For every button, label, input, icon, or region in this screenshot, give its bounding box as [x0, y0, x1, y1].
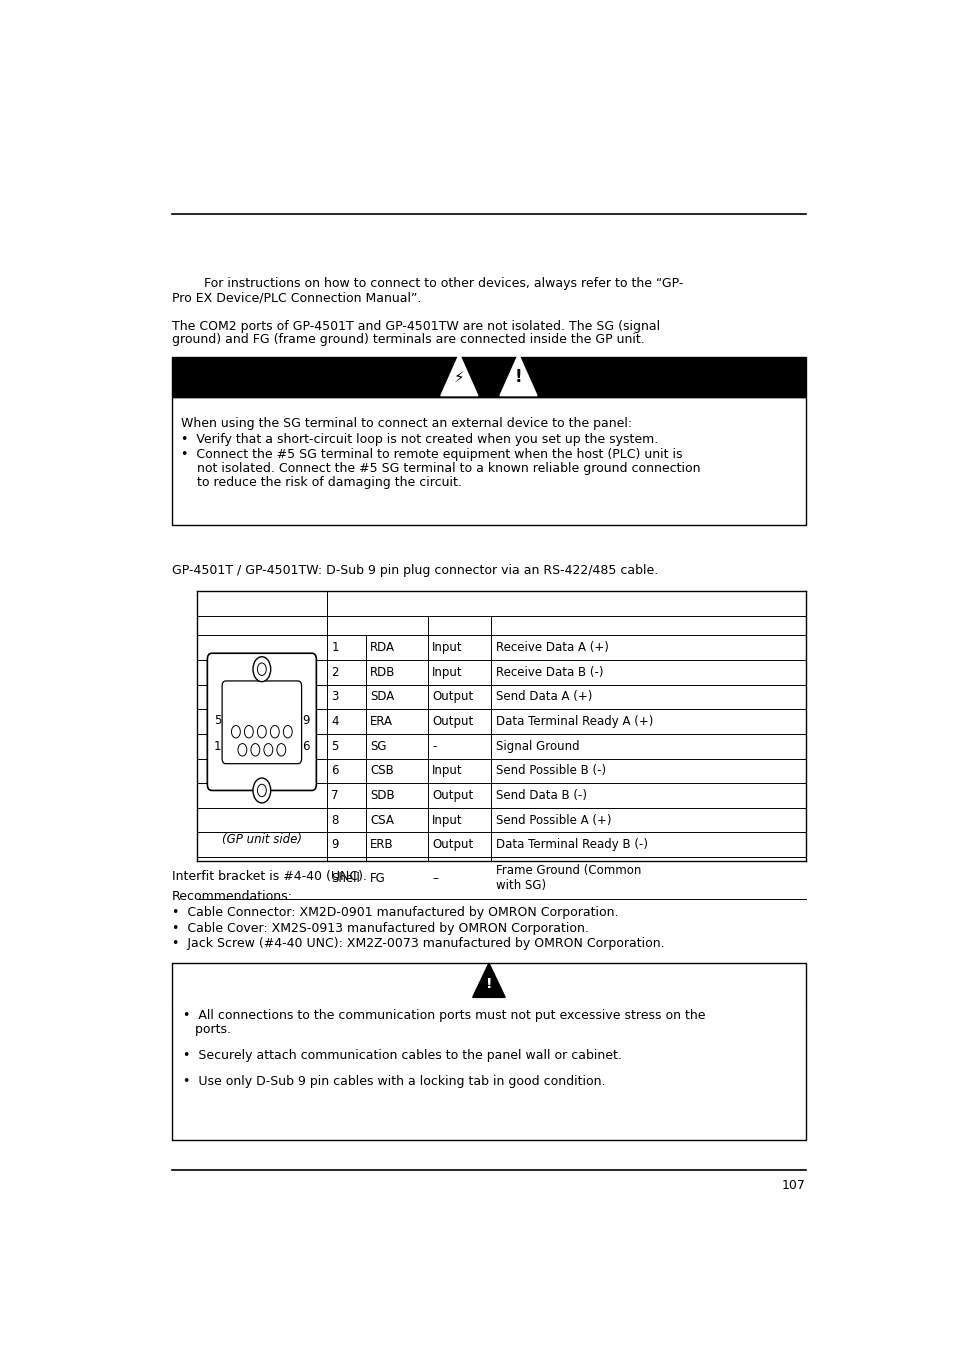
Text: ERA: ERA: [370, 714, 393, 728]
Text: RDB: RDB: [370, 666, 395, 679]
Bar: [172, 357, 805, 396]
Circle shape: [264, 744, 273, 756]
Circle shape: [253, 778, 271, 803]
FancyBboxPatch shape: [222, 681, 301, 764]
Text: Input: Input: [432, 642, 462, 654]
Text: Interfit bracket is #4-40 (UNC).: Interfit bracket is #4-40 (UNC).: [172, 871, 367, 883]
Text: •  Cable Cover: XM2S-0913 manufactured by OMRON Corporation.: • Cable Cover: XM2S-0913 manufactured by…: [172, 922, 588, 934]
Text: Output: Output: [432, 690, 473, 704]
Circle shape: [251, 744, 259, 756]
Text: The COM2 ports of GP-4501T and GP-4501TW are not isolated. The SG (signal: The COM2 ports of GP-4501T and GP-4501TW…: [172, 319, 659, 333]
Text: !: !: [515, 368, 521, 386]
FancyBboxPatch shape: [207, 654, 316, 790]
Text: 4: 4: [331, 714, 338, 728]
Text: Pro EX Device/PLC Connection Manual”.: Pro EX Device/PLC Connection Manual”.: [172, 291, 421, 305]
Text: ⚡: ⚡: [454, 369, 464, 384]
Bar: [172, 962, 805, 1139]
Bar: [172, 396, 805, 526]
Circle shape: [257, 663, 266, 675]
Text: Signal Ground: Signal Ground: [496, 740, 578, 752]
Text: GP-4501T / GP-4501TW: D-Sub 9 pin plug connector via an RS-422/485 cable.: GP-4501T / GP-4501TW: D-Sub 9 pin plug c…: [172, 565, 658, 577]
Text: 5: 5: [331, 740, 338, 752]
Text: Send Data A (+): Send Data A (+): [496, 690, 592, 704]
Text: !: !: [485, 977, 492, 991]
Text: •  Jack Screw (#4-40 UNC): XM2Z-0073 manufactured by OMRON Corporation.: • Jack Screw (#4-40 UNC): XM2Z-0073 manu…: [172, 937, 664, 950]
Text: •  All connections to the communication ports must not put excessive stress on t: • All connections to the communication p…: [183, 1010, 705, 1022]
Text: Shell: Shell: [331, 872, 360, 884]
Text: 5: 5: [213, 714, 221, 728]
Text: 1: 1: [331, 642, 338, 654]
Text: ERB: ERB: [370, 838, 394, 851]
Text: to reduce the risk of damaging the circuit.: to reduce the risk of damaging the circu…: [181, 476, 461, 489]
Text: (GP unit side): (GP unit side): [222, 833, 301, 845]
Text: Send Possible A (+): Send Possible A (+): [496, 814, 611, 826]
Text: Output: Output: [432, 714, 473, 728]
Text: –: –: [432, 872, 437, 884]
Text: 107: 107: [781, 1180, 805, 1193]
Text: Recommendations:: Recommendations:: [172, 890, 293, 903]
Text: 6: 6: [331, 764, 338, 778]
Text: not isolated. Connect the #5 SG terminal to a known reliable ground connection: not isolated. Connect the #5 SG terminal…: [181, 462, 700, 474]
Text: SDB: SDB: [370, 789, 395, 802]
Text: Input: Input: [432, 814, 462, 826]
Text: When using the SG terminal to connect an external device to the panel:: When using the SG terminal to connect an…: [181, 418, 631, 430]
Polygon shape: [499, 355, 537, 396]
Circle shape: [253, 656, 271, 682]
Text: •  Use only D-Sub 9 pin cables with a locking tab in good condition.: • Use only D-Sub 9 pin cables with a loc…: [183, 1074, 605, 1088]
Text: •  Securely attach communication cables to the panel wall or cabinet.: • Securely attach communication cables t…: [183, 1049, 621, 1062]
Circle shape: [257, 785, 266, 797]
Text: •  Cable Connector: XM2D-0901 manufactured by OMRON Corporation.: • Cable Connector: XM2D-0901 manufacture…: [172, 906, 618, 919]
Text: •  Verify that a short-circuit loop is not created when you set up the system.: • Verify that a short-circuit loop is no…: [181, 433, 658, 446]
Polygon shape: [440, 355, 477, 396]
Circle shape: [232, 725, 240, 737]
Text: ports.: ports.: [183, 1023, 231, 1035]
Text: -: -: [432, 740, 436, 752]
Text: Data Terminal Ready A (+): Data Terminal Ready A (+): [496, 714, 653, 728]
Text: 2: 2: [331, 666, 338, 679]
Text: 7: 7: [331, 789, 338, 802]
Polygon shape: [472, 962, 505, 998]
Text: •  Connect the #5 SG terminal to remote equipment when the host (PLC) unit is: • Connect the #5 SG terminal to remote e…: [181, 448, 681, 461]
Circle shape: [276, 744, 286, 756]
Text: Frame Ground (Common
with SG): Frame Ground (Common with SG): [496, 864, 640, 892]
Text: RDA: RDA: [370, 642, 395, 654]
Text: For instructions on how to connect to other devices, always refer to the “GP-: For instructions on how to connect to ot…: [172, 278, 682, 290]
Text: Input: Input: [432, 764, 462, 778]
Circle shape: [257, 725, 266, 737]
Circle shape: [283, 725, 292, 737]
Text: CSA: CSA: [370, 814, 394, 826]
Text: SG: SG: [370, 740, 386, 752]
Text: CSB: CSB: [370, 764, 394, 778]
Text: Output: Output: [432, 838, 473, 851]
Text: FG: FG: [370, 872, 385, 884]
Text: Receive Data B (-): Receive Data B (-): [496, 666, 602, 679]
Text: 6: 6: [302, 740, 310, 752]
Text: 8: 8: [331, 814, 338, 826]
Text: 9: 9: [331, 838, 338, 851]
Text: Output: Output: [432, 789, 473, 802]
Text: Input: Input: [432, 666, 462, 679]
Text: 3: 3: [331, 690, 338, 704]
Text: 1: 1: [213, 740, 221, 752]
Circle shape: [244, 725, 253, 737]
Text: ground) and FG (frame ground) terminals are connected inside the GP unit.: ground) and FG (frame ground) terminals …: [172, 333, 644, 346]
Text: Send Possible B (-): Send Possible B (-): [496, 764, 605, 778]
Text: SDA: SDA: [370, 690, 394, 704]
Circle shape: [270, 725, 279, 737]
Text: Data Terminal Ready B (-): Data Terminal Ready B (-): [496, 838, 647, 851]
Text: Send Data B (-): Send Data B (-): [496, 789, 586, 802]
Text: 9: 9: [302, 714, 310, 728]
Text: Receive Data A (+): Receive Data A (+): [496, 642, 608, 654]
Circle shape: [237, 744, 247, 756]
